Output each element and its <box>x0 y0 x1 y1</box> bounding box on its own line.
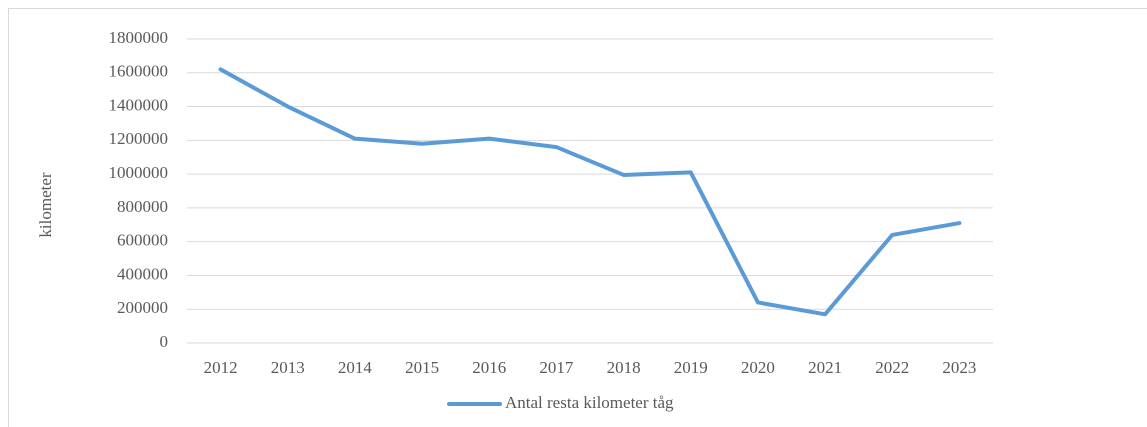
x-tick-label: 2015 <box>405 358 439 377</box>
y-tick-label: 1400000 <box>109 95 169 114</box>
y-tick-label: 600000 <box>117 231 168 250</box>
y-tick-label: 1600000 <box>109 62 169 81</box>
x-tick-label: 2014 <box>338 358 373 377</box>
x-tick-label: 2022 <box>875 358 909 377</box>
line-series <box>218 67 962 317</box>
x-tick-label: 2013 <box>271 358 305 377</box>
x-tick-label: 2012 <box>204 358 238 377</box>
x-tick-label: 2019 <box>674 358 708 377</box>
x-tick-label: 2020 <box>741 358 775 377</box>
y-tick-label: 1000000 <box>109 163 169 182</box>
y-axis-title: kilometer <box>36 172 55 237</box>
x-tick-label: 2016 <box>472 358 506 377</box>
x-tick-label: 2018 <box>607 358 641 377</box>
x-tick-label: 2017 <box>539 358 574 377</box>
y-tick-label: 1800000 <box>109 28 169 47</box>
legend-label: Antal resta kilometer tåg <box>505 393 674 412</box>
y-tick-label: 800000 <box>117 197 168 216</box>
y-tick-label: 1200000 <box>109 129 169 148</box>
y-tick-label: 400000 <box>117 264 168 283</box>
x-tick-label: 2023 <box>942 358 976 377</box>
y-tick-label: 200000 <box>117 298 168 317</box>
x-tick-label: 2021 <box>808 358 842 377</box>
y-tick-label: 0 <box>160 332 169 351</box>
chart-border <box>8 8 1147 427</box>
